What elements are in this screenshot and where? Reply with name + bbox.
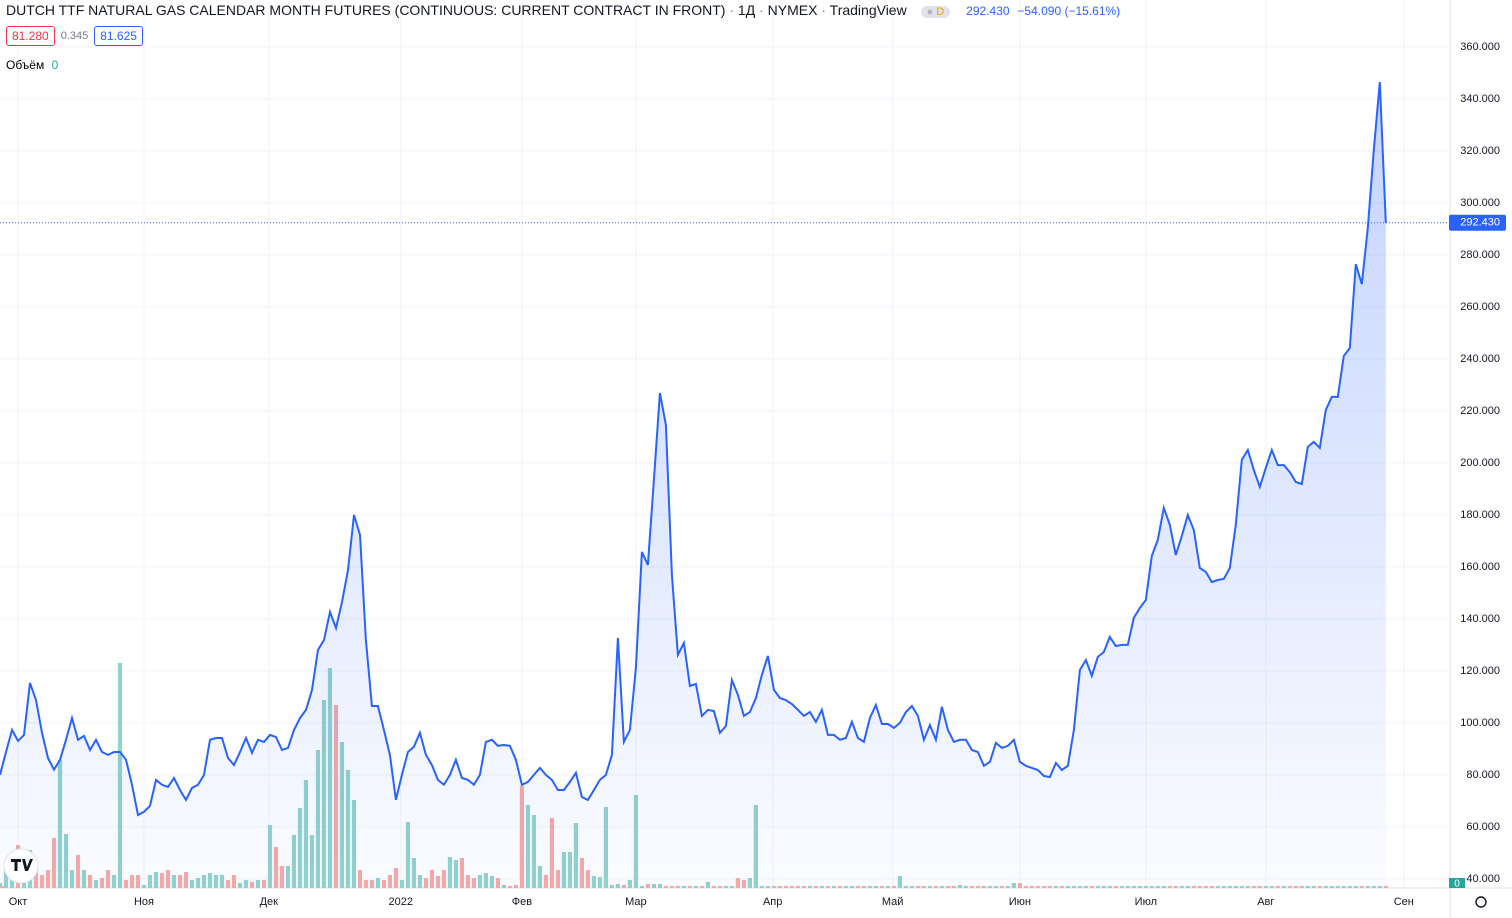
logo	[3, 848, 39, 884]
y-tick-label: 160.000	[1460, 561, 1500, 573]
x-tick-label: Июн	[1009, 896, 1031, 908]
source: TradingView	[829, 2, 907, 18]
interval[interactable]: 1Д	[737, 2, 756, 18]
volume-name: Объём	[6, 58, 45, 72]
x-tick-label: Июл	[1135, 896, 1157, 908]
x-tick-label: Ноя	[134, 896, 154, 908]
bid[interactable]: 81.280	[6, 26, 55, 46]
x-tick-label: Сен	[1394, 896, 1414, 908]
area	[0, 82, 1386, 889]
y-tick-label: 200.000	[1460, 457, 1500, 469]
badge-text: D	[936, 6, 945, 18]
y-tick-label: 220.000	[1460, 405, 1500, 417]
header: DUTCH TTF NATURAL GAS CALENDAR MONTH FUT…	[6, 2, 1121, 18]
x-tick-label: Апр	[763, 896, 782, 908]
y-tick-label: 340.000	[1460, 93, 1500, 105]
price-line	[0, 82, 1387, 817]
x-tick-label: Фев	[512, 896, 532, 908]
last-price-box	[1449, 214, 1506, 231]
y-tick-label: 260.000	[1460, 301, 1500, 313]
y-tick-label: 300.000	[1460, 197, 1500, 209]
settings-icon[interactable]	[1475, 896, 1487, 908]
x-tick-label: Май	[882, 896, 904, 908]
volume-legend: Объём 0	[6, 58, 58, 72]
volume-axis-label: 0	[1454, 879, 1460, 890]
x-tick-label: Окт	[9, 896, 28, 908]
exchange: NYMEX	[767, 2, 818, 18]
y-tick-label: 120.000	[1460, 665, 1500, 677]
y-tick-label: 100.000	[1460, 717, 1500, 729]
x-tick-label: Авг	[1257, 896, 1274, 908]
y-tick-label: 320.000	[1460, 145, 1500, 157]
last-price: 292.430	[966, 4, 1010, 18]
change: −54.090 (−15.61%)	[1017, 4, 1121, 18]
volume-box	[1449, 878, 1465, 888]
badge[interactable]: ● D	[920, 6, 951, 18]
y-tick-label: 140.000	[1460, 613, 1500, 625]
x-tick-label: Мар	[625, 896, 647, 908]
y-tick-label: 360.000	[1460, 41, 1500, 53]
y-tick-label: 240.000	[1460, 353, 1500, 365]
volume-value: 0	[51, 58, 59, 72]
last-price-label: 292.430	[1460, 217, 1500, 229]
spread: 0.345	[60, 30, 89, 42]
volume-bar	[1383, 886, 1388, 888]
logo-mark	[11, 859, 33, 871]
x-tick-label: Дек	[260, 896, 279, 908]
title: DUTCH TTF NATURAL GAS CALENDAR MONTH FUT…	[6, 2, 726, 18]
y-tick-label: 40.000	[1466, 873, 1500, 885]
quote-row: 81.280 0.345 81.625	[6, 26, 143, 46]
ask[interactable]: 81.625	[94, 26, 143, 46]
y-tick-label: 80.000	[1466, 769, 1500, 781]
y-tick-label: 60.000	[1466, 821, 1500, 833]
x-tick-label: 2022	[389, 896, 413, 908]
y-tick-label: 280.000	[1460, 249, 1500, 261]
y-tick-label: 180.000	[1460, 509, 1500, 521]
